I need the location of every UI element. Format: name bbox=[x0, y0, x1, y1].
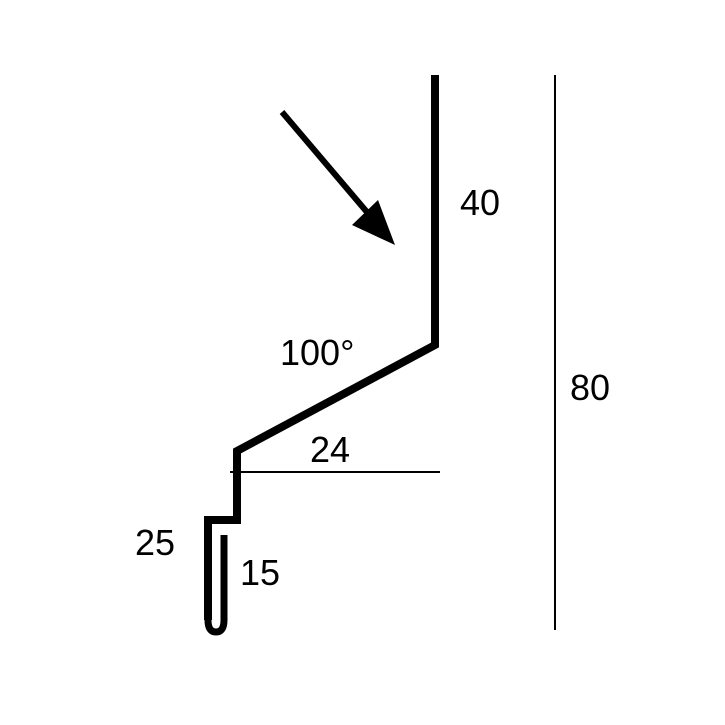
label-24: 24 bbox=[310, 429, 350, 470]
label-80: 80 bbox=[570, 367, 610, 408]
profile-diagram: 40 80 100° 24 25 15 bbox=[0, 0, 725, 725]
label-25: 25 bbox=[135, 522, 175, 563]
arrow-shaft bbox=[282, 112, 372, 218]
arrow-head bbox=[352, 200, 395, 245]
label-40: 40 bbox=[460, 182, 500, 223]
label-15: 15 bbox=[240, 552, 280, 593]
label-100deg: 100° bbox=[280, 332, 354, 373]
